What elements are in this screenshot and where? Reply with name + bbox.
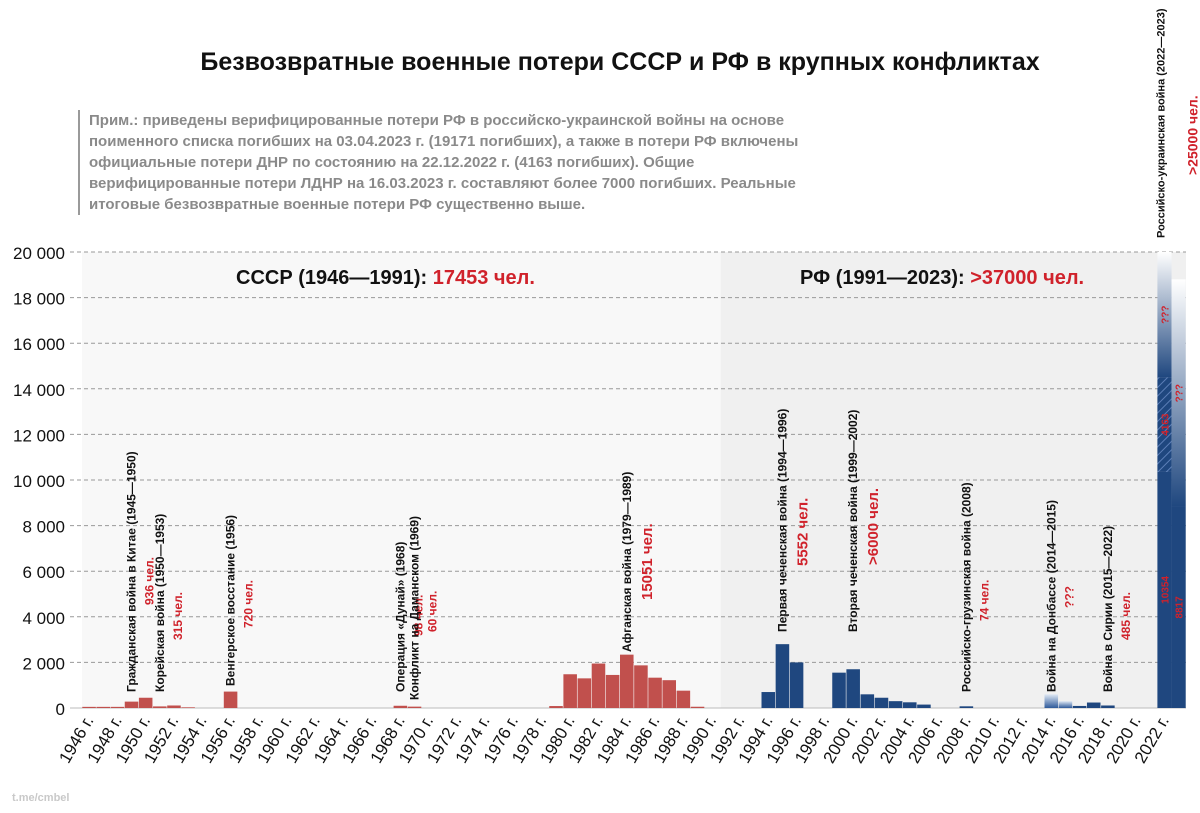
- conflict-value: 15051 чел.: [639, 523, 656, 600]
- bar-rf-2000: [846, 669, 860, 708]
- bar-ussr-1948: [110, 706, 125, 708]
- bar-ussr-1952: [167, 705, 181, 708]
- bar-rf-1994: [761, 692, 776, 708]
- watermark: t.me/cmbel: [12, 792, 70, 804]
- ukraine-war-label: Российско-украинская война (2022—2023): [1155, 8, 1167, 238]
- bar-donbass-2014: [1044, 694, 1059, 708]
- conflict-value: 485 чел.: [1119, 592, 1133, 640]
- y-tick-label: 4 000: [22, 609, 65, 628]
- bar-ussr-1946: [82, 706, 96, 708]
- chart-note: Прим.: приведены верифицированные потери…: [78, 110, 849, 215]
- y-tick-label: 10 000: [13, 472, 65, 491]
- bar-ussr-1953: [181, 707, 195, 708]
- conflict-value: >6000 чел.: [865, 488, 882, 565]
- conflict-value: 720 чел.: [242, 580, 256, 628]
- bar-ussr-1987: [662, 680, 676, 708]
- conflict-label: Афганская война (1979—1989): [620, 472, 634, 652]
- bar-ussr-1968: [393, 705, 408, 708]
- chart-title: Безвозвратные военные потери СССР и РФ в…: [200, 48, 1040, 76]
- bar-rf-2001: [860, 694, 875, 708]
- ussr-period-heading: СССР (1946—1991): 17453 чел.: [236, 267, 535, 289]
- bar-ussr-1984: [620, 654, 634, 708]
- y-tick-label: 0: [56, 700, 65, 719]
- ukraine-segment-label: ???: [1175, 384, 1186, 402]
- bar-ussr-1980: [563, 674, 577, 708]
- bar-ussr-1989: [690, 706, 705, 708]
- bar-ussr-1985: [634, 665, 648, 708]
- bar-ussr-1988: [676, 690, 691, 708]
- conflict-value: 5552 чел.: [794, 498, 811, 566]
- y-tick-label: 18 000: [13, 290, 65, 309]
- bar-rf-1996: [789, 662, 804, 708]
- bar-ussr-1949: [124, 701, 139, 708]
- rf-period-label: РФ (1991—2023):: [800, 267, 970, 289]
- y-tick-label: 6 000: [22, 563, 65, 582]
- bar-ukraine-2022-segment-2: [1157, 252, 1172, 378]
- bar-ukraine-2022-segment-1: [1157, 377, 1172, 472]
- bar-ussr-1979: [549, 706, 563, 708]
- bar-rf-2018: [1101, 705, 1115, 708]
- rf-period-heading: РФ (1991—2023): >37000 чел.: [800, 267, 1084, 289]
- ukraine-segment-label: ???: [1160, 306, 1171, 324]
- bar-donbass-2015: [1058, 701, 1073, 708]
- ussr-period-value: 17453 чел.: [433, 267, 535, 289]
- y-tick-label: 2 000: [22, 654, 65, 673]
- bar-ussr-1969: [407, 706, 422, 708]
- conflict-label: Конфликт на Даманском (1969): [408, 516, 422, 700]
- ukraine-war-total: >25000 чел.: [1184, 95, 1200, 175]
- conflict-label: Операция «Дунай» (1968): [393, 542, 407, 692]
- y-tick-label: 16 000: [13, 335, 65, 354]
- conflict-value: ???: [1062, 586, 1076, 608]
- conflict-label: Венгерское восстание (1956): [224, 515, 238, 686]
- ukraine-segment-label: 4163: [1160, 413, 1171, 436]
- ussr-period-label: СССР (1946—1991):: [236, 267, 433, 289]
- y-tick-label: 12 000: [13, 426, 65, 445]
- ukraine-segment-label: 10354: [1160, 576, 1171, 604]
- bar-rf-2004: [903, 702, 917, 708]
- ukraine-segment-label: 8817: [1175, 596, 1186, 619]
- conflict-label: Война на Донбассе (2014—2015): [1044, 500, 1058, 692]
- rf-period-value: >37000 чел.: [970, 267, 1084, 289]
- bar-ussr-1986: [648, 677, 662, 708]
- bar-rf-1995: [775, 644, 790, 708]
- conflict-label: Корейская война (1950—1953): [153, 514, 167, 692]
- bar-ussr-1956: [223, 691, 238, 708]
- bar-ussr-1950: [138, 697, 153, 708]
- bar-ussr-1951: [153, 706, 167, 708]
- bar-ussr-1947: [96, 706, 110, 708]
- conflict-value: 60 чел.: [426, 591, 440, 632]
- conflict-value: 98 чел.: [411, 595, 425, 636]
- conflict-label: Первая чеченская война (1994—1996): [775, 409, 789, 632]
- bar-ussr-1982: [591, 663, 606, 708]
- conflict-value: 936 чел.: [143, 557, 157, 605]
- y-tick-label: 14 000: [13, 381, 65, 400]
- bar-rf-2016: [1072, 705, 1087, 708]
- bar-rf-2002: [874, 697, 889, 708]
- bar-ukraine-2022-segment-0: [1157, 471, 1172, 708]
- conflict-label: Гражданская война в Китае (1945—1950): [125, 451, 139, 692]
- bar-rf-2003: [888, 701, 903, 708]
- bar-ussr-1983: [605, 674, 620, 708]
- conflict-value: 315 чел.: [171, 592, 185, 640]
- conflict-label: Российско-грузинская война (2008): [959, 482, 973, 692]
- conflict-label: Вторая чеченская война (1999—2002): [846, 410, 860, 632]
- y-tick-label: 20 000: [13, 244, 65, 263]
- y-tick-label: 8 000: [22, 518, 65, 537]
- bar-rf-2005: [917, 704, 931, 708]
- bar-rf-1999: [832, 672, 846, 708]
- bar-rf-2008: [959, 706, 974, 708]
- bar-ukraine-2023-segment-0: [1171, 506, 1186, 708]
- bar-rf-2017: [1086, 702, 1101, 708]
- conflict-label: Война в Сирии (2015—2022): [1101, 526, 1115, 692]
- bar-ussr-1981: [577, 678, 592, 708]
- conflict-value: 74 чел.: [977, 580, 991, 621]
- bar-ukraine-2023-segment-1: [1171, 279, 1186, 507]
